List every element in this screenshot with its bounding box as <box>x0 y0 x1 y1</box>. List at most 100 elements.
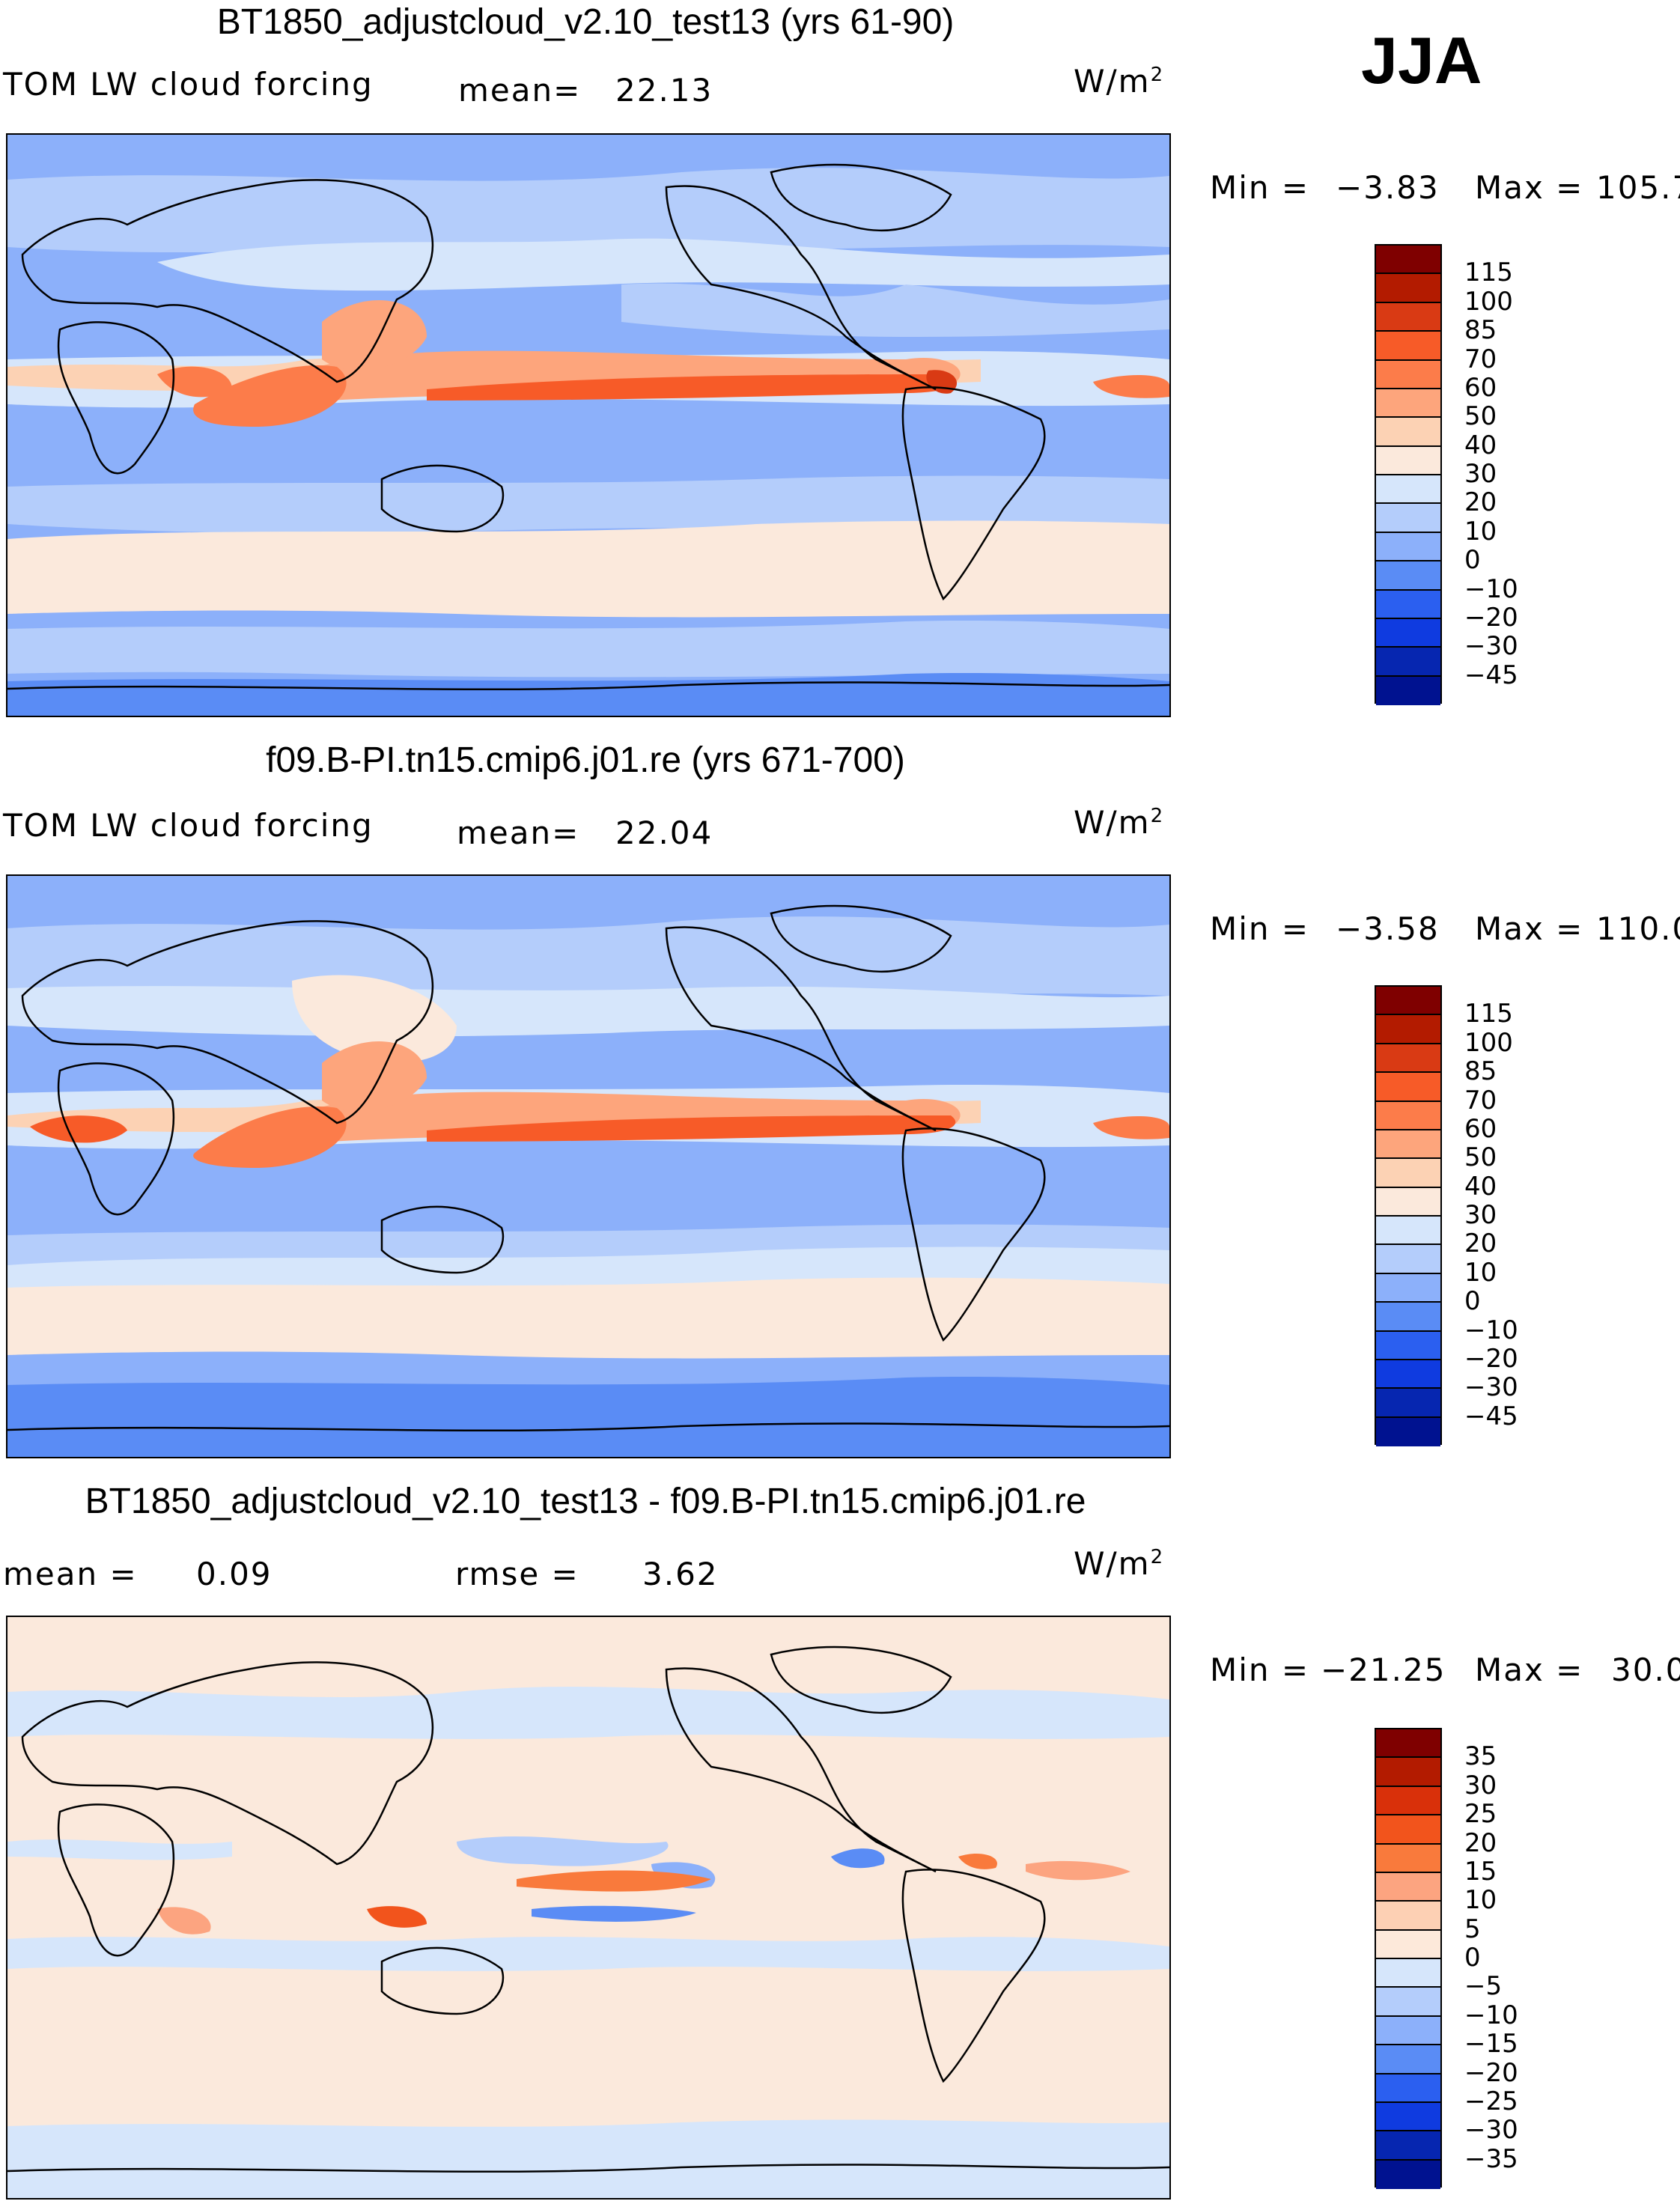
panel3-min-label: Min = <box>1210 1652 1310 1688</box>
colorbar-swatch <box>1376 475 1440 505</box>
colorbar-tick-label: −5 <box>1464 1971 1503 2002</box>
colorbar-swatch <box>1376 1245 1440 1274</box>
colorbar-swatch <box>1376 1217 1440 1246</box>
colorbar-swatch <box>1376 1130 1440 1160</box>
colorbar-swatch <box>1376 1015 1440 1044</box>
panel1-mean-label: mean= <box>458 72 582 109</box>
colorbar-tick-label: −45 <box>1464 1401 1518 1431</box>
colorbar-swatch <box>1376 1815 1440 1845</box>
colorbar-tick-label: 5 <box>1464 1914 1481 1944</box>
panel2-min-label: Min = <box>1210 910 1310 947</box>
panel1-contour-field <box>7 135 1169 716</box>
colorbar-tick-label: 0 <box>1464 1286 1481 1317</box>
colorbar-tick-label: 30 <box>1464 1770 1497 1800</box>
panel1-min-label: Min = <box>1210 169 1310 206</box>
colorbar-swatch <box>1376 1844 1440 1873</box>
colorbar-swatch <box>1376 2074 1440 2103</box>
colorbar-tick-label: 115 <box>1464 999 1513 1029</box>
colorbar-tick-label: 40 <box>1464 1171 1497 1202</box>
colorbar-swatch <box>1376 1073 1440 1102</box>
panel2-units: W/m2 <box>1074 804 1165 841</box>
colorbar-swatch <box>1376 1758 1440 1787</box>
panel3-contour-field <box>7 1617 1169 2198</box>
colorbar-tick-label: −45 <box>1464 660 1518 690</box>
colorbar-tick-label: 100 <box>1464 1027 1513 1058</box>
colorbar-swatch <box>1376 561 1440 591</box>
colorbar-tick-label: −30 <box>1464 1372 1518 1403</box>
colorbar-swatch <box>1376 1044 1440 1074</box>
colorbar-tick-label: 40 <box>1464 430 1497 460</box>
colorbar-tick-label: −10 <box>1464 2000 1518 2030</box>
colorbar-swatch <box>1376 532 1440 562</box>
colorbar-tick-label: −10 <box>1464 573 1518 604</box>
colorbar-tick-label: 100 <box>1464 286 1513 317</box>
panel2-title: f09.B-PI.tn15.cmip6.j01.re (yrs 671-700) <box>266 740 905 780</box>
colorbar-tick-label: −15 <box>1464 2029 1518 2060</box>
panel2-min-value: −3.58 <box>1336 910 1440 947</box>
season-label: JJA <box>1361 23 1482 97</box>
panel3-units: W/m2 <box>1074 1545 1165 1582</box>
colorbar-swatch <box>1376 360 1440 389</box>
colorbar-swatch <box>1376 1729 1440 1759</box>
colorbar-swatch <box>1376 2016 1440 2046</box>
colorbar-tick-label: 70 <box>1464 1085 1497 1115</box>
colorbar-swatch <box>1376 1187 1440 1217</box>
colorbar-swatch <box>1376 1902 1440 1931</box>
colorbar-swatch <box>1376 389 1440 418</box>
panel1-units: W/m2 <box>1074 63 1165 100</box>
colorbar-tick-label: −30 <box>1464 2115 1518 2146</box>
colorbar-tick-label: −25 <box>1464 2086 1518 2116</box>
colorbar-swatch <box>1376 2045 1440 2074</box>
panel2-map <box>6 874 1171 1458</box>
colorbar-swatch <box>1376 676 1440 705</box>
colorbar-tick-label: 20 <box>1464 487 1497 518</box>
panel3-title: BT1850_adjustcloud_v2.10_test13 - f09.B-… <box>85 1482 1086 1521</box>
panel2-variable: TOM LW cloud forcing <box>3 807 374 844</box>
colorbar-swatch <box>1376 1159 1440 1188</box>
panel2-mean-value: 22.04 <box>615 815 713 851</box>
colorbar-tick-label: 115 <box>1464 258 1513 288</box>
colorbar-tick-label: 0 <box>1464 1943 1481 1973</box>
colorbar-swatch <box>1376 332 1440 361</box>
panel3-map <box>6 1616 1171 2200</box>
colorbar-tick-label: 30 <box>1464 459 1497 489</box>
colorbar-swatch <box>1376 246 1440 275</box>
colorbar-tick-label: 20 <box>1464 1229 1497 1259</box>
colorbar-swatch <box>1376 2160 1440 2189</box>
colorbar-swatch <box>1376 618 1440 648</box>
colorbar-tick-label: −20 <box>1464 2057 1518 2088</box>
panel1-map <box>6 133 1171 717</box>
colorbar-swatch <box>1376 590 1440 619</box>
panel3-max-label: Max = <box>1475 1652 1584 1688</box>
colorbar-tick-label: 50 <box>1464 401 1497 432</box>
colorbar-tick-label: 85 <box>1464 315 1497 346</box>
colorbar-tick-label: −10 <box>1464 1315 1518 1345</box>
colorbar-swatch <box>1376 648 1440 677</box>
panel3-mean-label: mean = <box>3 1556 138 1592</box>
colorbar-tick-label: 50 <box>1464 1142 1497 1173</box>
colorbar-tick-label: 85 <box>1464 1056 1497 1087</box>
colorbar-swatch <box>1376 1273 1440 1303</box>
panel1-max-label: Max = <box>1475 169 1584 206</box>
colorbar-tick-label: −20 <box>1464 1343 1518 1374</box>
colorbar-swatch <box>1376 1786 1440 1816</box>
panel1-colorbar <box>1375 244 1442 705</box>
panel2-contour-field <box>7 876 1169 1457</box>
colorbar-tick-label: 10 <box>1464 1885 1497 1916</box>
colorbar-swatch <box>1376 1101 1440 1130</box>
colorbar-swatch <box>1376 1331 1440 1360</box>
colorbar-swatch <box>1376 1389 1440 1418</box>
panel3-min-value: −21.25 <box>1321 1652 1446 1688</box>
panel1-mean-value: 22.13 <box>615 72 713 109</box>
colorbar-swatch <box>1376 2102 1440 2132</box>
panel1-max-value: 105.74 <box>1596 169 1680 206</box>
colorbar-tick-label: 25 <box>1464 1799 1497 1830</box>
colorbar-tick-label: −35 <box>1464 2143 1518 2174</box>
colorbar-tick-label: 15 <box>1464 1856 1497 1887</box>
panel1-min-value: −3.83 <box>1336 169 1440 206</box>
colorbar-tick-label: 20 <box>1464 1827 1497 1858</box>
panel2-max-value: 110.01 <box>1596 910 1680 947</box>
colorbar-tick-label: 35 <box>1464 1741 1497 1772</box>
panel2-max-label: Max = <box>1475 910 1584 947</box>
colorbar-tick-label: 60 <box>1464 1113 1497 1144</box>
